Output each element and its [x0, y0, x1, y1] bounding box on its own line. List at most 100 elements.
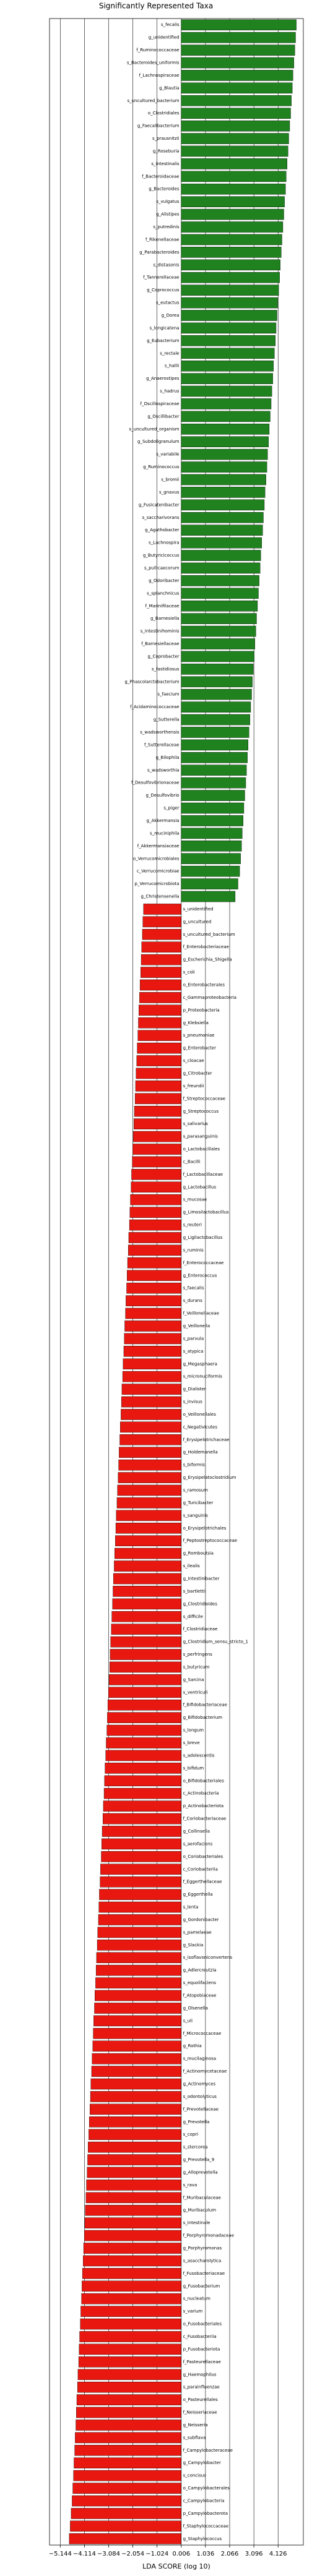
bar-label: f_Muribaculaceae	[183, 2195, 221, 2200]
chart-title: Significantly Represented Taxa	[99, 2, 213, 11]
bar-label: s_pullicaecorum	[144, 565, 180, 570]
bar-label: g_Staphylococcus	[183, 2536, 222, 2541]
bar	[181, 70, 293, 81]
bar	[138, 1017, 181, 1029]
bar	[92, 2040, 181, 2052]
bar	[76, 2407, 181, 2418]
bar-label: s_rava	[183, 2183, 197, 2188]
bar	[78, 2356, 181, 2368]
bar	[141, 954, 181, 965]
bar	[117, 1484, 181, 1496]
bar-label: s_eutactus	[156, 301, 180, 306]
bar-label: f_Pasteurellaceae	[183, 2360, 221, 2364]
bar	[72, 2495, 181, 2507]
bar-label: o_Veillonellales	[183, 1412, 217, 1417]
bar	[181, 373, 273, 384]
bar-label: g_Subdoligranulum	[137, 439, 180, 444]
x-tick-label: −3.084	[97, 2551, 120, 2557]
bar	[105, 1763, 181, 1774]
bar	[124, 1320, 181, 1332]
bar-label: f_Enterobacteriaceae	[183, 944, 229, 949]
bar	[121, 1409, 181, 1420]
bar-label: s_bartlettii	[183, 1589, 206, 1594]
bar	[181, 398, 272, 409]
bar	[181, 360, 274, 372]
bar	[139, 992, 181, 1003]
bar-label: s_coli	[183, 970, 195, 975]
bar	[181, 651, 254, 662]
bar	[79, 2331, 181, 2342]
bar-label: f_Fusobacteriaceae	[183, 2271, 225, 2276]
bar-label: s_sanguinis	[183, 1513, 209, 1518]
bar	[181, 158, 288, 169]
bar	[181, 120, 290, 132]
x-tick-label: −2.054	[121, 2551, 144, 2557]
bar	[181, 108, 291, 119]
bar	[181, 297, 278, 309]
bar	[114, 1547, 181, 1559]
x-tick-label: 0.006	[173, 2551, 191, 2557]
bar-label: g_Akkermansia	[147, 818, 180, 823]
bar	[126, 1282, 181, 1294]
bar-label: p_Fusobacteriota	[183, 2347, 220, 2351]
bar-label: s_intestinihominis	[141, 629, 180, 634]
bar	[70, 2520, 181, 2532]
bar-label: s_bifidum	[183, 1766, 204, 1771]
bar	[181, 512, 264, 523]
bar-label: s_intestinalis	[151, 161, 180, 166]
bar	[93, 2028, 181, 2039]
bar-label: s_parainfluenzae	[183, 2385, 220, 2390]
bar	[125, 1307, 181, 1319]
bar-label: s_prausnitzii	[152, 136, 180, 141]
bar	[95, 1964, 181, 1976]
bar	[136, 1068, 181, 1079]
bar-label: g_Prevotella_9	[183, 2157, 215, 2162]
bar	[80, 2318, 181, 2330]
bar-label: g_Enterococcus	[183, 1273, 217, 1278]
bar-label: f_Lactobacillaceae	[183, 1172, 223, 1177]
bar-label: s_unidentified	[183, 907, 214, 912]
bar-label: f_Coriobacteriaceae	[183, 1816, 227, 1821]
bar-label: s_biformis	[183, 1463, 206, 1468]
bar	[181, 499, 265, 511]
bar-label: g_Blautia	[159, 85, 179, 90]
bar	[181, 310, 277, 321]
bar-label: f_Lachnospiraceae	[139, 73, 179, 78]
bar-label: s_equolifaciens	[183, 1980, 217, 1985]
bar-label: s_freundii	[183, 1084, 204, 1089]
bar	[181, 145, 288, 157]
bar-label: f_Sutterellaceae	[144, 742, 180, 747]
bar-label: s_muciniphila	[150, 831, 180, 836]
bar	[128, 1232, 181, 1243]
bar	[104, 1775, 181, 1787]
bar-label: f_Desulfovibrionaceae	[131, 781, 180, 785]
bar	[132, 1156, 181, 1168]
bar	[124, 1333, 181, 1345]
bar	[106, 1724, 181, 1736]
bar	[129, 1207, 181, 1218]
bar-label: f_Barnesiellaceae	[141, 641, 179, 646]
bar	[181, 562, 261, 574]
bar	[107, 1712, 181, 1723]
bar	[181, 461, 267, 473]
bar	[181, 828, 243, 839]
bar-label: s_asaccharolytica	[183, 2258, 222, 2263]
bar	[181, 19, 297, 30]
bar-label: s_cloacae	[183, 1058, 204, 1063]
bar	[85, 2204, 181, 2216]
bar	[123, 1346, 181, 1357]
bar	[113, 1573, 181, 1585]
bar-label: g_Barnesiella	[150, 616, 180, 621]
bar	[102, 1826, 181, 1837]
bar-label: g_Fusobacterium	[183, 2283, 220, 2288]
bar	[77, 2381, 181, 2393]
bar-label: g_Limosilactobacillus	[183, 1210, 229, 1215]
bar	[105, 1750, 181, 1761]
bar	[89, 2129, 181, 2140]
bar-label: c_Negativicutes	[183, 1424, 218, 1429]
bar-label: g_Neisseria	[183, 2423, 208, 2428]
bar-label: s_variabile	[156, 452, 179, 457]
bar-label: g_Alloprevotella	[183, 2170, 218, 2175]
bar	[82, 2268, 181, 2279]
